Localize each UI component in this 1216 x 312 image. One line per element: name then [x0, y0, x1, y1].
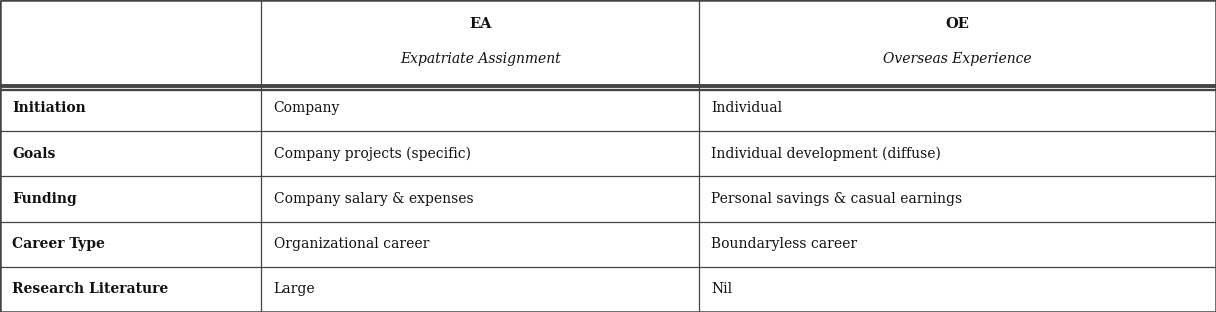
Text: Expatriate Assignment: Expatriate Assignment [400, 51, 561, 66]
Text: Large: Large [274, 282, 315, 296]
Text: OE: OE [946, 17, 969, 31]
Text: Individual: Individual [711, 101, 782, 115]
Text: Research Literature: Research Literature [12, 282, 168, 296]
Text: Organizational career: Organizational career [274, 237, 429, 251]
Text: Boundaryless career: Boundaryless career [711, 237, 857, 251]
Text: Funding: Funding [12, 192, 77, 206]
Text: Overseas Experience: Overseas Experience [883, 51, 1032, 66]
Text: Career Type: Career Type [12, 237, 105, 251]
Text: Nil: Nil [711, 282, 732, 296]
Text: EA: EA [469, 17, 491, 31]
Text: Goals: Goals [12, 147, 56, 161]
Text: Individual development (diffuse): Individual development (diffuse) [711, 146, 941, 161]
Text: Company salary & expenses: Company salary & expenses [274, 192, 473, 206]
Text: Initiation: Initiation [12, 101, 86, 115]
Text: Personal savings & casual earnings: Personal savings & casual earnings [711, 192, 963, 206]
Text: Company projects (specific): Company projects (specific) [274, 146, 471, 161]
Text: Company: Company [274, 101, 340, 115]
